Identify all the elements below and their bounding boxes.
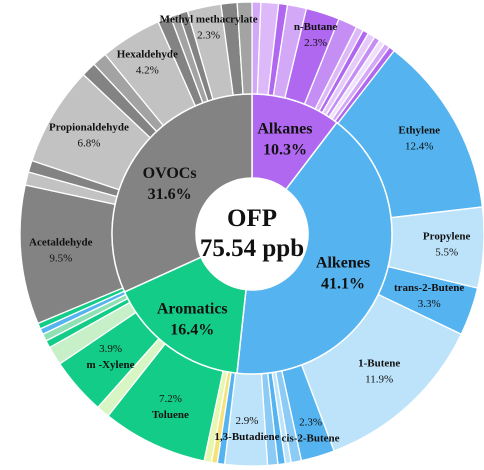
outer-label-acetaldehyde: Acetaldehyde [29, 236, 93, 248]
outer-value-cis-2-butene: 2.3% [299, 417, 322, 429]
outer-label-trans-2-butene: trans-2-Butene [394, 282, 464, 294]
outer-ring [19, 1, 484, 467]
outer-label-1-3-butadiene: 1,3-Butadiene [214, 431, 279, 443]
outer-label-m-xylene: m -Xylene [87, 359, 135, 371]
outer-value-propionaldehyde: 6.8% [78, 137, 101, 149]
labels-layer: Alkanes 10.3% Alkenes 41.1% Aromatics 16.4% OV… [29, 14, 470, 445]
outer-label-hexaldehyde: Hexaldehyde [117, 49, 178, 61]
inner-label-aromatics: Aromatics [157, 301, 228, 318]
inner-value-alkenes: 41.1% [321, 275, 365, 292]
outer-label-toluene: Toluene [152, 409, 189, 421]
outer-value-1-3-butadiene: 2.9% [236, 415, 259, 427]
outer-value-m-xylene: 3.9% [99, 343, 122, 355]
outer-value-propylene: 5.5% [435, 247, 458, 259]
center-hole [196, 178, 308, 290]
outer-label-cis-2-butene: cis-2-Butene [282, 433, 340, 445]
outer-label-propionaldehyde: Propionaldehyde [49, 121, 129, 133]
inner-label-alkenes: Alkenes [316, 254, 370, 271]
outer-value-trans-2-butene: 3.3% [418, 298, 441, 310]
outer-label-1-butene: 1-Butene [358, 357, 400, 369]
inner-label-ovocs: OVOCs [143, 165, 197, 182]
inner-label-alkanes: Alkanes [257, 120, 312, 137]
outer-label-n-butane: n-Butane [294, 21, 338, 33]
outer-label-propylene: Propylene [423, 231, 471, 243]
outer-value-n-butane: 2.3% [304, 37, 327, 49]
inner-value-aromatics: 16.4% [170, 322, 214, 339]
outer-value-toluene: 7.2% [159, 393, 182, 405]
outer-value-hexaldehyde: 4.2% [136, 65, 159, 77]
outer-value-ethylene: 12.4% [405, 141, 433, 153]
center-value: 75.54 ppb [200, 235, 304, 262]
outer-value-acetaldehyde: 9.5% [49, 252, 72, 264]
inner-value-alkanes: 10.3% [263, 141, 307, 158]
outer-value-methyl-methacrylate: 2.3% [197, 30, 220, 42]
outer-value-1-butene: 11.9% [365, 373, 393, 385]
outer-label-ethylene: Ethylene [398, 125, 440, 137]
inner-value-ovocs: 31.6% [148, 186, 192, 203]
outer-label-methyl-methacrylate: Methyl methacrylate [160, 14, 258, 26]
center-title: OFP [227, 205, 277, 232]
